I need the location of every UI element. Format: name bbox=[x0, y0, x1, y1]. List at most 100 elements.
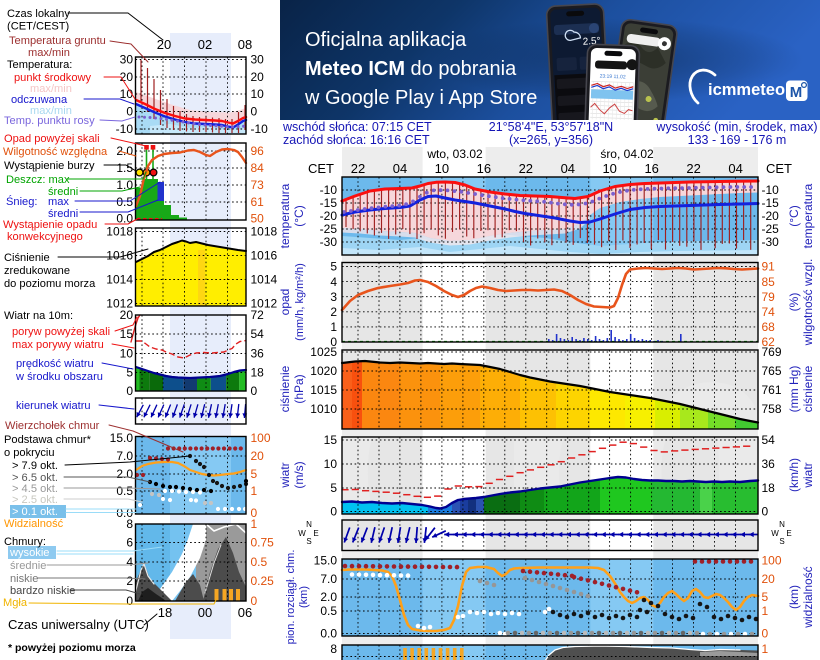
svg-text:odczuwana: odczuwana bbox=[11, 94, 68, 106]
svg-text:N: N bbox=[779, 520, 785, 529]
svg-text:5: 5 bbox=[762, 590, 769, 604]
svg-text:-15: -15 bbox=[320, 196, 338, 210]
svg-text:3: 3 bbox=[330, 290, 337, 304]
svg-text:0: 0 bbox=[251, 384, 258, 398]
svg-text:ciśnienie: ciśnienie bbox=[278, 365, 292, 412]
svg-text:85: 85 bbox=[762, 275, 776, 289]
svg-text:0.0: 0.0 bbox=[116, 506, 133, 520]
svg-text:68: 68 bbox=[762, 320, 776, 334]
svg-text:1014: 1014 bbox=[251, 273, 278, 287]
svg-text:20: 20 bbox=[251, 70, 265, 84]
svg-text:16: 16 bbox=[477, 161, 491, 176]
svg-text:20: 20 bbox=[251, 449, 265, 463]
svg-text:Temperatura:: Temperatura: bbox=[7, 59, 72, 71]
svg-text:Wystąpienie opadu: Wystąpienie opadu bbox=[3, 219, 97, 231]
svg-text:0: 0 bbox=[126, 384, 133, 398]
svg-text:(km/h): (km/h) bbox=[787, 458, 801, 492]
svg-text:1020: 1020 bbox=[310, 364, 337, 378]
svg-text:2.5°: 2.5° bbox=[582, 36, 600, 48]
svg-text:18: 18 bbox=[762, 481, 776, 495]
svg-text:36: 36 bbox=[762, 457, 776, 471]
svg-text:1010: 1010 bbox=[310, 402, 337, 416]
svg-text:(CET/CEST): (CET/CEST) bbox=[7, 21, 69, 33]
svg-text:max/min: max/min bbox=[30, 105, 72, 117]
svg-text:pion. rozciągł. chm.: pion. rozciągł. chm. bbox=[285, 550, 297, 645]
svg-text:(°C): (°C) bbox=[787, 205, 801, 226]
svg-text:2: 2 bbox=[330, 305, 337, 319]
svg-text:zachód słońca: 16:16 CET: zachód słońca: 16:16 CET bbox=[283, 133, 430, 147]
svg-text:15: 15 bbox=[120, 327, 134, 341]
svg-text:0.0: 0.0 bbox=[320, 627, 337, 641]
svg-text:0: 0 bbox=[330, 505, 337, 519]
svg-text:średni: średni bbox=[48, 186, 78, 198]
svg-text:5: 5 bbox=[126, 366, 133, 380]
svg-text:0.0: 0.0 bbox=[116, 212, 133, 226]
svg-text:prędkość wiatru: prędkość wiatru bbox=[16, 358, 94, 370]
svg-text:18: 18 bbox=[251, 366, 265, 380]
svg-text:średni: średni bbox=[48, 208, 78, 220]
svg-text:1015: 1015 bbox=[310, 383, 337, 397]
svg-text:10: 10 bbox=[120, 347, 134, 361]
svg-text:-25: -25 bbox=[762, 222, 780, 236]
svg-text:20: 20 bbox=[157, 37, 171, 52]
svg-text:0.5: 0.5 bbox=[116, 195, 133, 209]
svg-text:-20: -20 bbox=[762, 209, 780, 223]
svg-text:icmmeteo: icmmeteo bbox=[708, 81, 785, 99]
svg-text:wschód słońca: 07:15 CET: wschód słońca: 07:15 CET bbox=[282, 120, 432, 134]
svg-text:761: 761 bbox=[762, 383, 782, 397]
svg-text:temperatura: temperatura bbox=[278, 183, 292, 248]
svg-text:bardzo niskie: bardzo niskie bbox=[10, 585, 75, 597]
svg-text:54: 54 bbox=[251, 327, 265, 341]
svg-text:Czas uniwersalny (UTC): Czas uniwersalny (UTC) bbox=[8, 617, 149, 632]
svg-text:133 - 169 - 176 m: 133 - 169 - 176 m bbox=[688, 133, 787, 147]
svg-text:1012: 1012 bbox=[106, 297, 133, 311]
svg-text:-30: -30 bbox=[762, 235, 780, 249]
svg-text:CET: CET bbox=[308, 161, 334, 176]
svg-text:36: 36 bbox=[251, 347, 265, 361]
svg-text:21°58'4"E, 53°57'18"N: 21°58'4"E, 53°57'18"N bbox=[489, 120, 613, 134]
svg-text:7.0: 7.0 bbox=[116, 449, 133, 463]
svg-text:0: 0 bbox=[251, 506, 258, 520]
svg-text:W: W bbox=[771, 529, 779, 538]
svg-text:0.5: 0.5 bbox=[116, 484, 133, 498]
svg-text:8: 8 bbox=[126, 517, 133, 531]
svg-text:1: 1 bbox=[330, 320, 337, 334]
svg-text:20: 20 bbox=[120, 308, 134, 322]
svg-text:wysokość (min, środek, max): wysokość (min, środek, max) bbox=[655, 120, 817, 134]
svg-text:1: 1 bbox=[762, 604, 769, 618]
svg-text:Temperatura gruntu: Temperatura gruntu bbox=[9, 35, 106, 47]
svg-text:CET: CET bbox=[766, 161, 792, 176]
svg-text:-30: -30 bbox=[320, 235, 338, 249]
svg-text:opad: opad bbox=[278, 289, 292, 316]
svg-text:(hPa): (hPa) bbox=[292, 374, 306, 403]
svg-text:śro, 04.02: śro, 04.02 bbox=[600, 147, 654, 161]
svg-text:max/min: max/min bbox=[28, 47, 70, 59]
svg-text:do poziomu morza: do poziomu morza bbox=[4, 278, 96, 290]
svg-text:30: 30 bbox=[120, 53, 134, 67]
svg-text:Meteo ICM do pobrania: Meteo ICM do pobrania bbox=[305, 58, 517, 80]
svg-text:ciśnienie: ciśnienie bbox=[801, 365, 815, 412]
svg-text:-10: -10 bbox=[251, 122, 269, 136]
svg-text:10: 10 bbox=[251, 87, 265, 101]
svg-text:wilgotność wzgl.: wilgotność wzgl. bbox=[801, 259, 815, 347]
svg-text:758: 758 bbox=[762, 402, 782, 416]
svg-text:E: E bbox=[313, 529, 318, 538]
svg-text:> 6.5 okt.: > 6.5 okt. bbox=[12, 472, 58, 484]
svg-text:2: 2 bbox=[126, 574, 133, 588]
svg-text:7.0: 7.0 bbox=[320, 572, 337, 586]
svg-text:15.0: 15.0 bbox=[110, 431, 134, 445]
svg-text:4: 4 bbox=[126, 555, 133, 569]
svg-text:769: 769 bbox=[762, 345, 782, 359]
svg-text:(x=265, y=356): (x=265, y=356) bbox=[509, 133, 593, 147]
svg-text:74: 74 bbox=[762, 305, 776, 319]
svg-text:(m/s): (m/s) bbox=[292, 461, 306, 488]
svg-text:Opad powyżej skali: Opad powyżej skali bbox=[4, 133, 100, 145]
svg-text:30: 30 bbox=[251, 53, 265, 67]
svg-text:1016: 1016 bbox=[251, 249, 278, 263]
svg-text:1016: 1016 bbox=[106, 249, 133, 263]
svg-text:5: 5 bbox=[330, 260, 337, 274]
svg-text:(%): (%) bbox=[787, 293, 801, 312]
svg-text:Wierzchołek chmur: Wierzchołek chmur bbox=[5, 420, 100, 432]
svg-text:niskie: niskie bbox=[10, 573, 38, 585]
svg-text:S: S bbox=[306, 537, 311, 546]
